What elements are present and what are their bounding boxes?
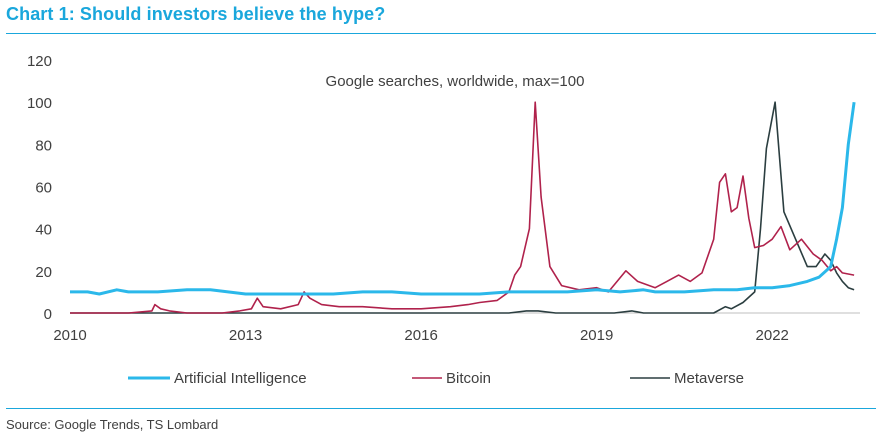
series-line-bitcoin [70,101,855,314]
y-tick-label: 0 [44,306,52,323]
source-rule [6,408,876,409]
y-tick-label: 100 [27,95,52,112]
legend-label: Metaverse [674,370,744,387]
x-tick-label: 2013 [229,327,262,344]
legend-label: Bitcoin [446,370,491,387]
y-tick-label: 120 [27,53,52,70]
y-tick-label: 20 [35,264,52,281]
x-tick-label: 2022 [756,327,789,344]
x-tick-label: 2016 [404,327,437,344]
source-note: Source: Google Trends, TS Lombard [6,417,219,432]
series-line-metaverse [70,101,855,314]
series-lines [70,101,856,314]
axes: 0 20 40 60 80 100 120 2010 2013 2016 2019 2022 [27,53,860,344]
y-tick-label: 60 [35,180,52,197]
y-tick-label: 40 [35,222,52,239]
series-line-artificial-intelligence [70,101,856,296]
legend-label: Artificial Intelligence [174,370,307,387]
chart-title: Chart 1: Should investors believe the hy… [6,4,386,24]
line-chart: 0 20 40 60 80 100 120 2010 2013 2016 2019 2022 Goog… [27,53,860,387]
x-tick-label: 2019 [580,327,613,344]
chart-subtitle: Google searches, worldwide, max=100 [326,73,585,90]
legend: Artificial Intelligence Bitcoin Metaverse [128,370,744,387]
title-rule [6,33,876,34]
x-tick-label: 2010 [53,327,86,344]
y-tick-label: 80 [35,137,52,154]
